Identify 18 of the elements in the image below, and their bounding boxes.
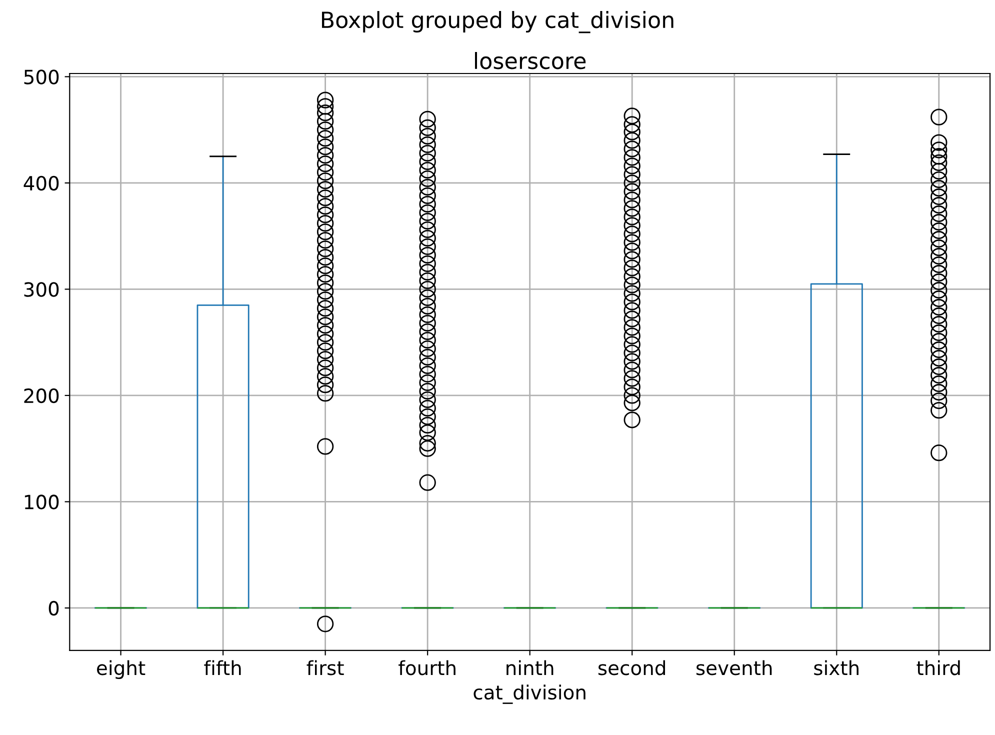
x-tick-label: first [306,660,344,676]
x-tick-label: fourth [398,660,456,676]
y-tick-label: 200 [24,388,59,404]
x-tick-label: fifth [204,660,241,675]
x-tick-label: eight [97,660,146,680]
y-tick-label: 300 [24,282,59,297]
y-tick-label: 100 [24,494,59,510]
x-tick-label: second [598,660,666,676]
chart-title: Boxplot grouped by cat_division [322,11,674,34]
x-tick-label: ninth [506,660,554,675]
x-axis-title: cat_division [474,684,586,704]
x-tick-label: third [916,660,960,676]
y-tick-label: 400 [24,176,59,191]
x-tick-label: sixth [814,660,858,676]
y-tick-label: 500 [24,70,59,84]
chart-subtitle: loserscore [475,52,586,70]
y-tick-label: 0 [48,600,59,616]
x-tick-label: seventh [696,660,772,676]
